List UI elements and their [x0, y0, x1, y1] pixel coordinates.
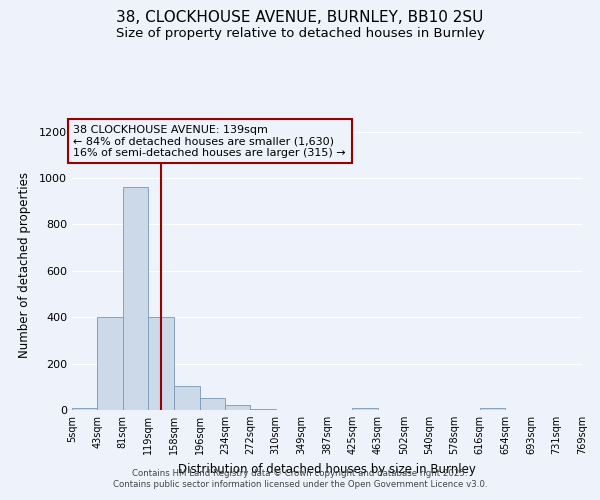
Bar — [72, 408, 97, 410]
Y-axis label: Number of detached properties: Number of detached properties — [17, 172, 31, 358]
Text: Contains HM Land Registry data © Crown copyright and database right 2025.: Contains HM Land Registry data © Crown c… — [132, 468, 468, 477]
Bar — [97, 317, 123, 410]
Bar — [480, 408, 505, 410]
Bar — [199, 398, 225, 410]
Bar — [250, 409, 275, 410]
Text: Size of property relative to detached houses in Burnley: Size of property relative to detached ho… — [116, 28, 484, 40]
Text: 38, CLOCKHOUSE AVENUE, BURNLEY, BB10 2SU: 38, CLOCKHOUSE AVENUE, BURNLEY, BB10 2SU — [116, 10, 484, 25]
Text: 38 CLOCKHOUSE AVENUE: 139sqm
← 84% of detached houses are smaller (1,630)
16% of: 38 CLOCKHOUSE AVENUE: 139sqm ← 84% of de… — [73, 124, 346, 158]
Bar — [174, 386, 200, 410]
Bar — [148, 317, 174, 410]
Bar — [352, 408, 378, 410]
Text: Contains public sector information licensed under the Open Government Licence v3: Contains public sector information licen… — [113, 480, 487, 489]
Bar — [123, 188, 148, 410]
Bar — [225, 406, 250, 410]
X-axis label: Distribution of detached houses by size in Burnley: Distribution of detached houses by size … — [178, 462, 476, 475]
